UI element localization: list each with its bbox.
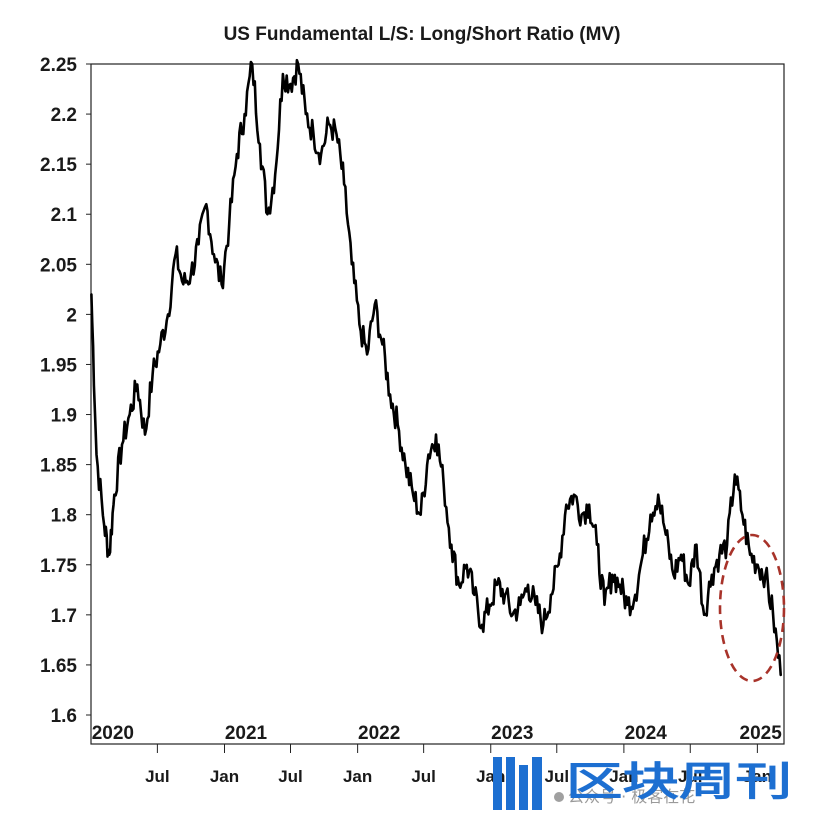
x-axis: 2020 2021 2022 2023 2024 2025 Jul Jan Jul Jan Jul J…: [92, 723, 782, 786]
x-month-label: Jan: [210, 767, 239, 786]
x-month-label: Jul: [544, 767, 569, 786]
y-tick-label: 1.65: [40, 656, 77, 677]
x-month-label: Jul: [411, 767, 436, 786]
x-month-label: Jul: [278, 767, 303, 786]
x-month-label: Jan: [743, 767, 772, 786]
x-month-label: Jan: [609, 767, 638, 786]
watermark-logo-icon: [493, 757, 542, 810]
x-year-label: 2025: [740, 723, 783, 744]
y-tick-label: 2: [66, 305, 77, 326]
y-tick-label: 1.6: [51, 706, 77, 727]
watermark-dot-icon: [554, 792, 564, 802]
x-year-label: 2021: [225, 723, 268, 744]
y-tick-label: 1.7: [51, 606, 77, 627]
x-year-label: 2024: [625, 723, 668, 744]
y-tick-label: 2.05: [40, 255, 77, 276]
watermark-brand: 区块周刊: [566, 759, 792, 805]
x-year-label: 2022: [358, 723, 400, 744]
x-month-label: Jan: [343, 767, 372, 786]
y-axis: 1.6 1.65 1.7 1.75 1.8 1.85 1.9 1.95 2 2.05 2.1 2.15…: [40, 55, 91, 727]
x-year-label: 2023: [491, 723, 533, 744]
y-tick-label: 1.9: [51, 406, 77, 427]
x-year-label: 2020: [92, 723, 134, 744]
y-tick-label: 2.25: [40, 55, 77, 76]
highlight-ellipse: [718, 533, 786, 683]
y-tick-label: 1.75: [40, 556, 77, 577]
x-month-label: Jul: [678, 767, 703, 786]
series-line: [90, 58, 782, 677]
y-tick-label: 2.1: [51, 205, 78, 226]
y-tick-label: 1.8: [51, 506, 77, 527]
x-month-label: Jul: [145, 767, 170, 786]
watermark-prefix: 公众号 · 极客在花: [568, 787, 695, 806]
y-tick-label: 1.95: [40, 355, 77, 376]
y-tick-label: 2.15: [40, 155, 77, 176]
y-tick-label: 1.85: [40, 456, 77, 477]
chart-title: US Fundamental L/S: Long/Short Ratio (MV…: [224, 24, 621, 45]
watermark: 公众号 · 极客在花 区块周刊: [493, 757, 792, 810]
plot-area: [90, 63, 785, 745]
y-tick-label: 2.2: [51, 105, 77, 126]
